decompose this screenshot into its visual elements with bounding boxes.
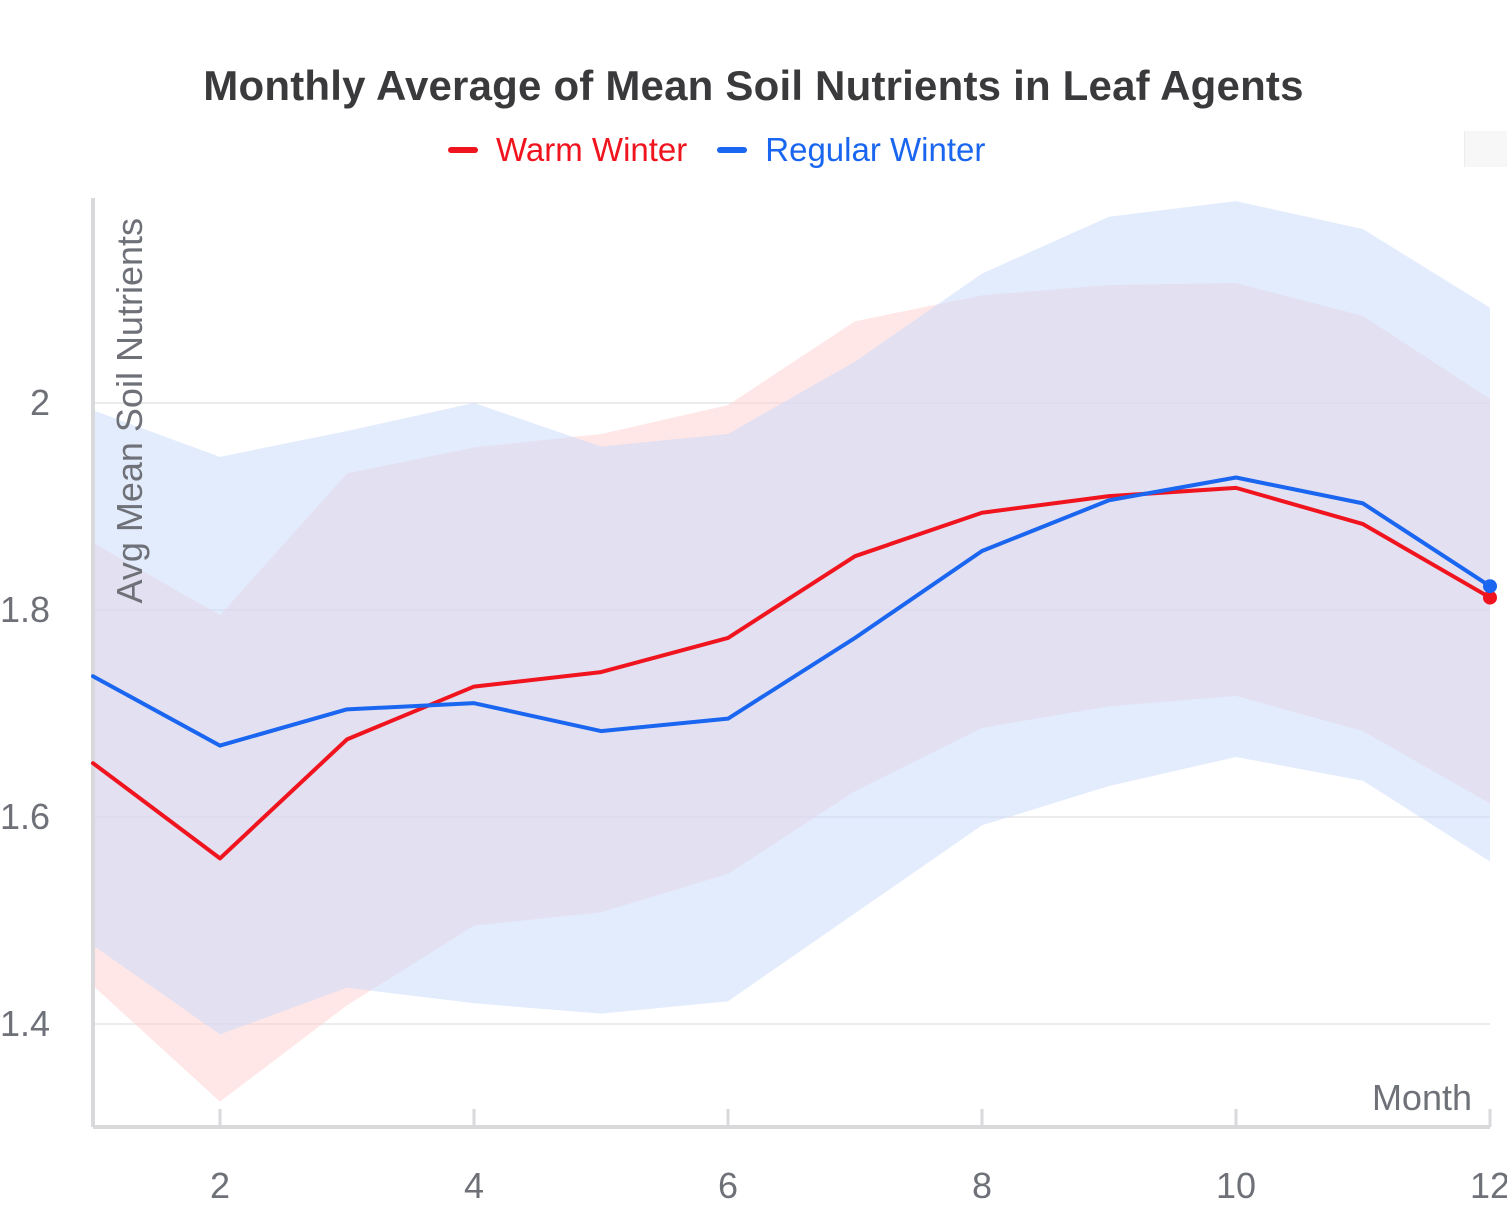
legend-label-regular-winter: Regular Winter (765, 131, 986, 168)
line-warm-winter[interactable] (91, 485, 1492, 861)
legend-swatch-regular-winter (717, 147, 748, 153)
x-axis-title: Month (1372, 1077, 1472, 1118)
legend-swatch-warm-winter (448, 147, 478, 153)
series-lines (91, 475, 1492, 861)
x-tick-label: 6 (718, 1165, 738, 1206)
y-tick-label: 1.8 (0, 589, 50, 630)
x-tick-label: 2 (210, 1165, 230, 1206)
legend-item-warm-winter[interactable]: Warm Winter (448, 131, 687, 169)
end-marker-warm-winter[interactable] (1483, 590, 1497, 605)
legend-label-warm-winter: Warm Winter (496, 131, 688, 168)
modebar-placeholder (1464, 131, 1507, 167)
x-tick-label: 10 (1216, 1165, 1256, 1206)
y-tick-label: 1.6 (0, 796, 50, 837)
band-regular-winter (93, 201, 1490, 1035)
chart-title: Monthly Average of Mean Soil Nutrients i… (203, 62, 1304, 109)
end-marker-regular-winter[interactable] (1483, 579, 1497, 594)
line-regular-winter[interactable] (91, 475, 1492, 748)
axes: 2 4 6 8 10 12 1.4 1.6 1.8 2 (0, 198, 1507, 1206)
y-tick-label: 1.4 (0, 1003, 50, 1044)
end-markers (1483, 579, 1497, 605)
legend-item-regular-winter[interactable]: Regular Winter (717, 131, 985, 169)
y-tick-label: 2 (30, 382, 50, 423)
x-tick-label: 12 (1470, 1165, 1507, 1206)
x-tick-label: 4 (464, 1165, 484, 1206)
x-tick-label: 8 (972, 1165, 992, 1206)
confidence-bands (93, 201, 1490, 1102)
legend: Warm Winter Regular Winter (448, 128, 1015, 172)
y-axis-title: Avg Mean Soil Nutrients (109, 218, 150, 604)
